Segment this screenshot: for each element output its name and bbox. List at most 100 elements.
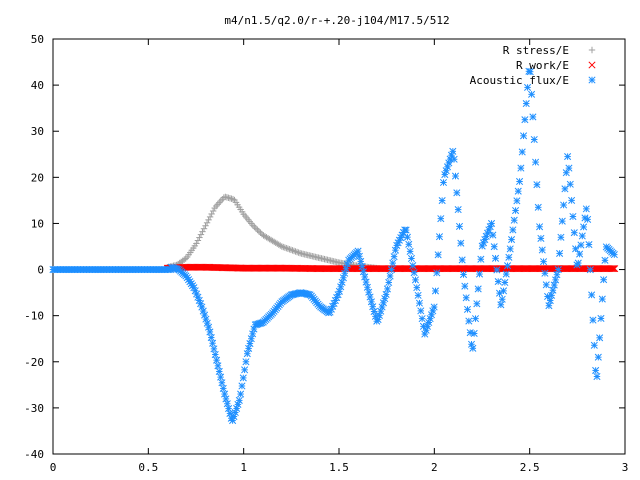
acoustic-flux-point-stroke [343,260,351,268]
acoustic-flux-point-stroke [406,247,414,255]
acoustic-flux-point-stroke [190,284,198,292]
legend-label: R work/E [516,59,569,72]
acoustic-flux-point [498,295,506,303]
acoustic-flux-point [387,266,395,274]
acoustic-flux-point [501,278,509,287]
r-stress-point [255,228,263,235]
acoustic-flux-point-stroke [437,215,445,223]
acoustic-flux-point [572,245,580,253]
acoustic-flux-point [564,153,572,161]
acoustic-flux-point [524,83,532,91]
acoustic-flux-point-stroke [206,328,214,336]
acoustic-flux-point [532,158,540,166]
acoustic-flux-point-stroke [498,295,506,303]
r-stress-point [214,201,221,208]
acoustic-flux-point [512,206,520,215]
y-tick-label: -40 [24,448,44,461]
acoustic-flux-point-stroke [229,417,237,425]
acoustic-flux-point-stroke [339,274,347,282]
acoustic-flux-point [557,233,565,241]
acoustic-flux-point-stroke [489,231,497,239]
acoustic-flux-point-stroke [194,293,202,301]
acoustic-flux-point-stroke [411,276,420,284]
acoustic-flux-point-stroke [199,307,207,315]
acoustic-flux-point-stroke [610,251,618,259]
acoustic-flux-point-stroke [501,278,509,287]
acoustic-flux-point-stroke [518,148,526,156]
acoustic-flux-point [207,334,215,342]
acoustic-flux-point [570,229,578,237]
acoustic-flux-point-stroke [231,408,239,417]
acoustic-flux-point [471,315,480,323]
acoustic-flux-point [538,246,546,254]
acoustic-flux-point [249,330,257,338]
acoustic-flux-point-stroke [377,307,385,315]
x-tick-label: 0.5 [138,461,158,474]
acoustic-flux-point [449,147,457,155]
r-stress-point [278,243,285,250]
r-stress-point [229,195,237,203]
acoustic-flux-point [505,253,513,261]
acoustic-flux-point-stroke [467,340,476,348]
acoustic-flux-point-stroke [524,83,532,91]
acoustic-flux-point [247,335,255,343]
acoustic-flux-point-stroke [443,163,452,171]
acoustic-flux-point [584,215,592,223]
acoustic-flux-point-stroke [438,197,446,205]
acoustic-flux-point [503,262,512,270]
r-stress-point [208,210,215,218]
acoustic-flux-point-stroke [596,334,604,342]
acoustic-flux-point-stroke [512,206,520,215]
acoustic-flux-point-stroke [210,345,218,353]
acoustic-flux-point-stroke [405,240,413,248]
acoustic-flux-point [237,390,245,398]
acoustic-flux-point [549,286,557,294]
acoustic-flux-point [541,269,549,277]
acoustic-flux-point [537,234,545,242]
acoustic-flux-point-stroke [226,409,234,417]
acoustic-flux-point-stroke [516,177,524,186]
acoustic-flux-point [389,259,397,267]
acoustic-flux-point [341,269,349,277]
x-tick-label: 2.5 [520,461,540,474]
acoustic-flux-point-stroke [434,251,442,259]
acoustic-flux-point [597,314,605,322]
acoustic-flux-point [469,344,477,352]
acoustic-flux-point [430,303,438,311]
acoustic-flux-point [211,350,219,359]
r-work-point-stroke [611,265,619,273]
acoustic-flux-point-stroke [422,326,430,334]
acoustic-flux-point [490,243,498,251]
acoustic-flux-point-stroke [417,307,425,315]
y-tick-label: -10 [24,310,44,323]
r-stress-point [252,225,260,232]
acoustic-flux-point [497,301,505,309]
acoustic-flux-point-stroke [465,317,473,325]
acoustic-flux-point [390,253,398,261]
r-work-point-stroke [610,265,618,273]
acoustic-flux-point [585,241,593,249]
acoustic-flux-point-stroke [215,367,223,376]
acoustic-flux-point-stroke [584,215,592,223]
acoustic-flux-point-stroke [370,307,378,316]
acoustic-flux-point [455,222,464,230]
acoustic-flux-point-stroke [341,269,349,277]
acoustic-flux-point-stroke [598,295,606,303]
acoustic-flux-point-stroke [365,288,373,296]
acoustic-flux-point-stroke [197,300,205,308]
r-stress-point [196,234,203,241]
acoustic-flux-point [506,245,514,253]
acoustic-flux-point [509,226,517,234]
acoustic-flux-point [403,233,412,241]
acoustic-flux-point-stroke [241,366,249,374]
y-tick-label: -30 [24,402,44,415]
acoustic-flux-point [533,181,541,189]
acoustic-flux-point-stroke [554,266,562,274]
acoustic-flux-point-stroke [520,132,528,140]
acoustic-flux-point [499,287,508,295]
acoustic-flux-point [426,315,434,323]
acoustic-flux-point [243,350,251,358]
acoustic-flux-point [475,270,484,278]
acoustic-flux-point-stroke [556,249,564,257]
acoustic-flux-point-stroke [493,266,501,274]
